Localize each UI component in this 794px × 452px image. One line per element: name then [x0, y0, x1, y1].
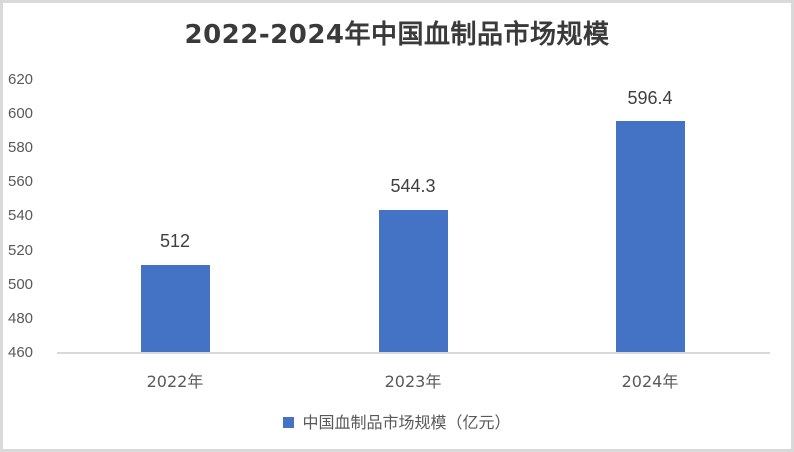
- chart-title: 2022-2024年中国血制品市场规模: [184, 20, 610, 50]
- data-label-2023: 544.3: [390, 176, 436, 196]
- legend-label: 中国血制品市场规模（亿元）: [302, 413, 511, 432]
- y-tick-label: 620: [8, 71, 34, 88]
- x-tick-label: 2022年: [146, 372, 204, 391]
- y-tick-label: 540: [8, 207, 34, 224]
- x-tick-label: 2023年: [384, 372, 442, 391]
- bar-2023: [379, 210, 448, 352]
- y-tick-label: 560: [8, 173, 34, 190]
- y-tick-label: 600: [8, 105, 34, 122]
- data-label-2024: 596.4: [627, 88, 673, 108]
- y-tick-label: 500: [8, 276, 34, 293]
- bar-2024: [616, 121, 685, 352]
- y-tick-label: 460: [8, 344, 34, 361]
- y-tick-label: 520: [8, 242, 34, 259]
- x-tick-label: 2024年: [621, 372, 679, 391]
- legend: 中国血制品市场规模（亿元）: [0, 409, 794, 433]
- x-axis-line: [57, 352, 770, 354]
- data-label-2022: 512: [159, 231, 191, 251]
- legend-swatch-icon: [283, 417, 295, 428]
- bar-2022: [141, 265, 210, 352]
- y-tick-label: 580: [8, 139, 34, 156]
- y-tick-label: 480: [8, 310, 34, 327]
